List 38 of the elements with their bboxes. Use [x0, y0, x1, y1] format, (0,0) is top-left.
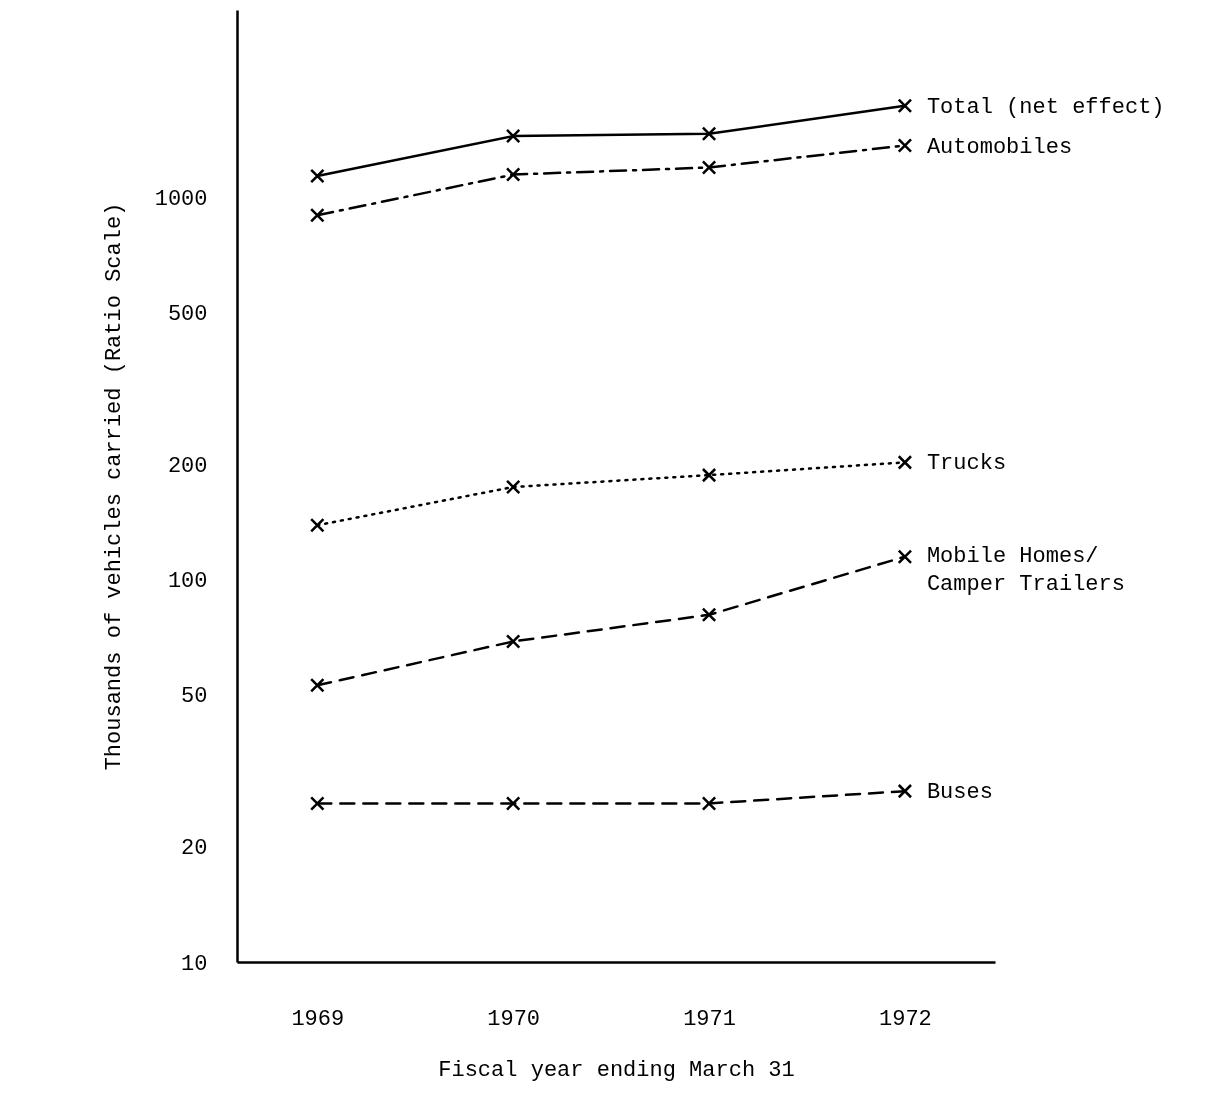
x-tick-label: 1969: [291, 1006, 345, 1032]
point: [505, 128, 521, 144]
point: [897, 783, 913, 799]
point: [309, 207, 325, 223]
y-tick-label: 500: [167, 302, 208, 328]
point: [309, 796, 325, 811]
y-axis-title: Thousands of vehicles carried (Ratio Scale): [101, 202, 127, 771]
point: [701, 160, 717, 175]
y-tick-label: 200: [167, 454, 208, 480]
series-label: Total (net effect): [926, 94, 1165, 120]
point: [897, 138, 913, 153]
point: [505, 479, 521, 495]
series-label: Automobiles: [926, 134, 1073, 160]
y-tick-label: 1000: [154, 187, 208, 213]
point: [309, 168, 325, 184]
point: [505, 796, 521, 811]
y-tick-label: 20: [181, 836, 208, 862]
series-label: Buses: [926, 780, 993, 806]
series-label: Mobile Homes/ Camper Trailers: [926, 543, 1125, 597]
point: [309, 677, 325, 693]
x-tick-label: 1970: [487, 1006, 541, 1032]
point: [701, 467, 717, 483]
point: [309, 517, 325, 533]
x-tick-label: 1972: [879, 1006, 932, 1032]
x-tick-label: 1971: [683, 1006, 736, 1032]
series-label: Trucks: [926, 451, 1007, 477]
point: [897, 549, 913, 565]
point: [897, 98, 913, 114]
y-tick-label: 100: [167, 569, 208, 595]
point: [701, 796, 717, 811]
point: [505, 167, 521, 182]
x-axis-title: Fiscal year ending March 31: [438, 1057, 795, 1083]
point: [701, 126, 717, 142]
y-tick-label: 10: [181, 951, 208, 977]
point: [897, 455, 913, 470]
point: [701, 607, 717, 623]
point: [505, 634, 521, 649]
y-tick-label: 50: [181, 684, 208, 710]
